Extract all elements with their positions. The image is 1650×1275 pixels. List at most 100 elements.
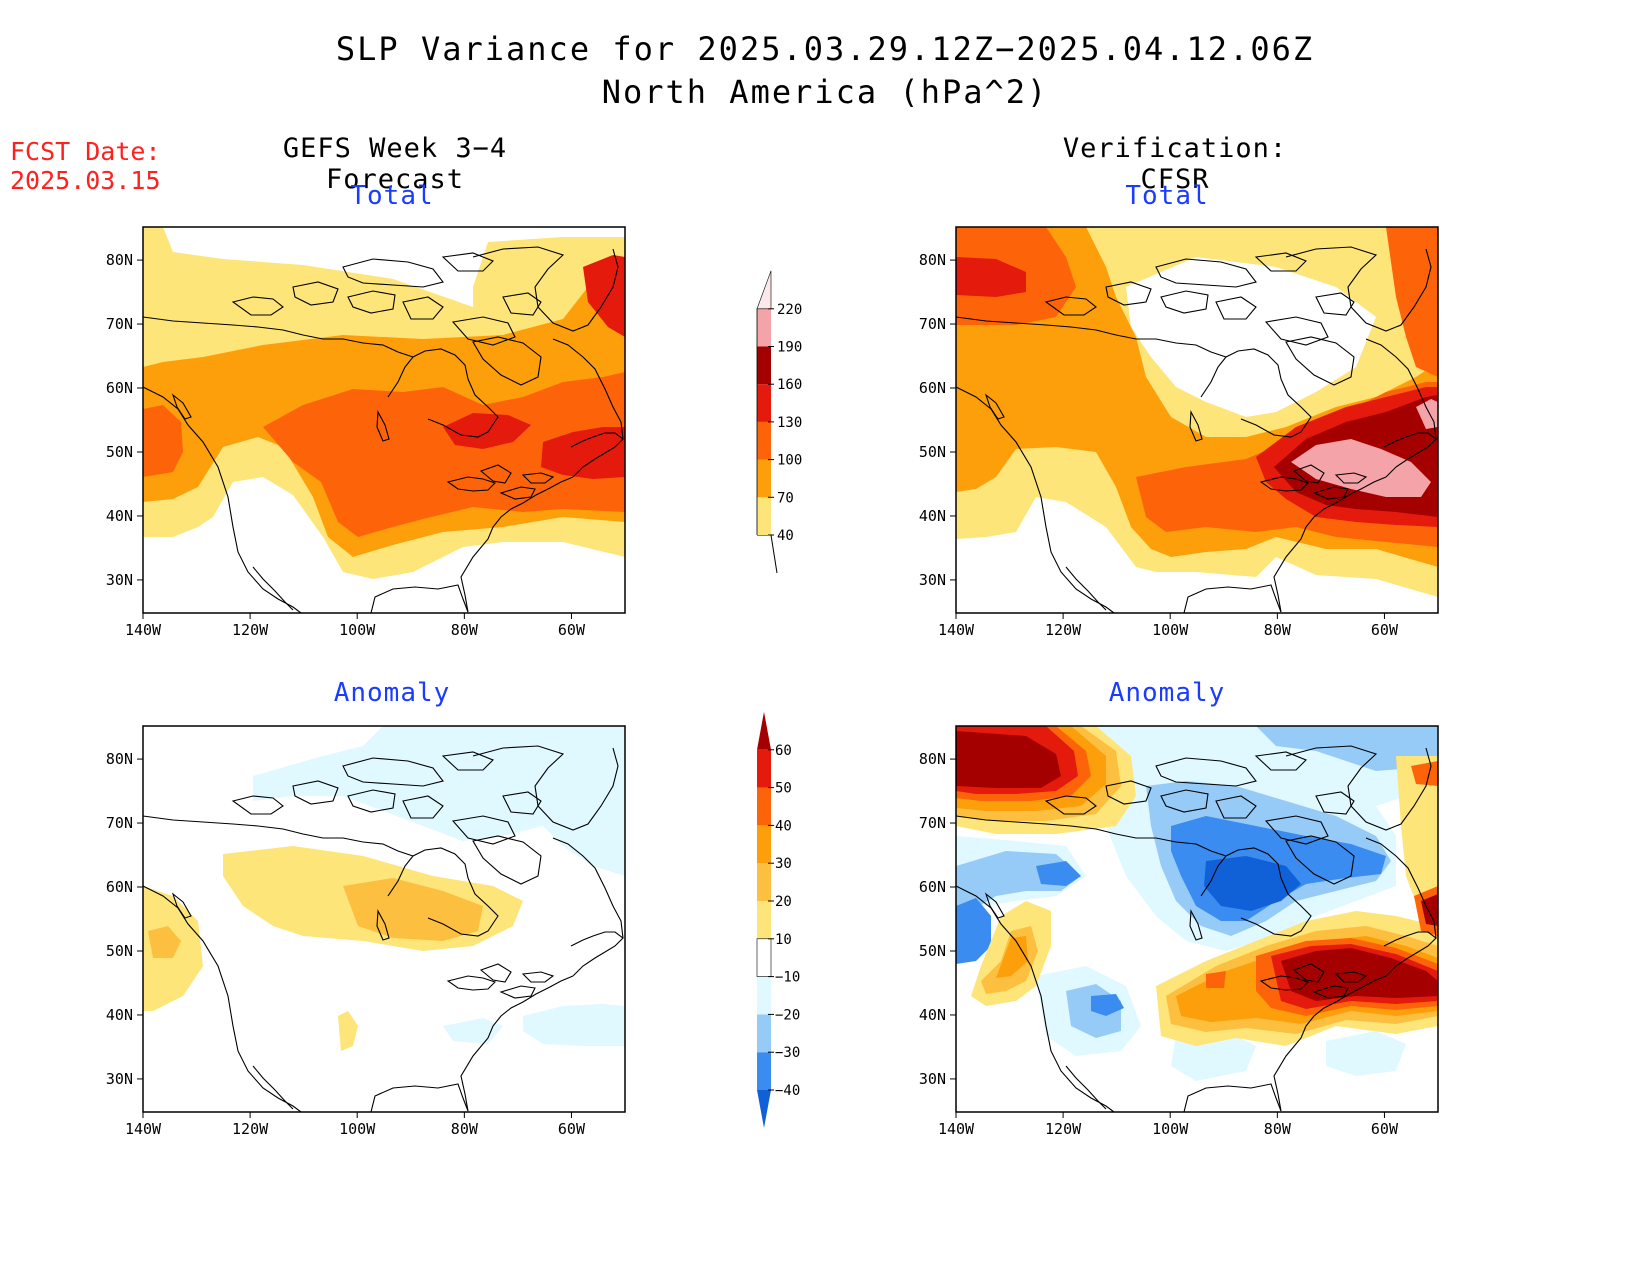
contour-40-70-hole xyxy=(1126,257,1376,417)
colorbar-anomaly-label: 40 xyxy=(775,818,792,834)
colorbar-total-box xyxy=(757,421,771,460)
lat-label: 40N xyxy=(919,1006,946,1024)
colorbar-anomaly-high-end xyxy=(757,711,771,750)
contour-neg20-neg30-ne xyxy=(1256,726,1438,771)
lat-label: 50N xyxy=(106,942,133,960)
fcst-date-label: FCST Date: xyxy=(10,137,161,166)
lon-label: 140W xyxy=(125,1120,162,1138)
colorbar-total-label: 130 xyxy=(777,415,802,431)
colorbar-total-label: 220 xyxy=(777,302,802,318)
colorbar-anomaly-box xyxy=(757,976,771,1015)
map-forecast-total xyxy=(142,226,626,614)
axis-frame-2: 140W 120W 100W 80W 60W 80N 70N 60N 50N 40N 30N xyxy=(106,750,586,1138)
colorbar-anomaly-label: 10 xyxy=(775,932,792,948)
contour-above-60-e xyxy=(1421,894,1438,926)
axis-frame-3: 140W 120W 100W 80W 60W 80N 70N 60N 50N 40N 30N xyxy=(919,750,1399,1138)
panel-title-verification-anomaly: Anomaly xyxy=(1108,678,1226,708)
lat-label: 70N xyxy=(919,315,946,333)
contour-30-40-west xyxy=(996,936,1028,978)
lon-label: 80W xyxy=(1264,1120,1292,1138)
contour-10-20-south xyxy=(338,1011,358,1051)
colorbar-anomaly-label: −20 xyxy=(775,1007,800,1023)
lon-label: 100W xyxy=(339,1120,376,1138)
lat-label: 60N xyxy=(106,878,133,896)
lon-label: 140W xyxy=(125,621,162,639)
lon-label: 80W xyxy=(1264,621,1292,639)
fcst-date-value: 2025.03.15 xyxy=(10,166,161,195)
colorbar-total-label: 70 xyxy=(777,490,794,506)
lon-label: 60W xyxy=(558,1120,586,1138)
lat-label: 30N xyxy=(106,1070,133,1088)
lon-label: 100W xyxy=(1152,1120,1189,1138)
colorbar-anomaly-low-end xyxy=(757,1090,771,1128)
fcst-date-block: FCST Date: 2025.03.15 xyxy=(10,137,161,195)
lat-label: 50N xyxy=(106,443,133,461)
colorbar-total: 40 70 100 130 160 190 220 xyxy=(756,270,802,574)
panel-title-verification-total: Total xyxy=(1125,181,1209,211)
colorbar-total-label: 190 xyxy=(777,340,802,356)
panel-title-forecast-total: Total xyxy=(350,181,434,211)
lon-label: 60W xyxy=(558,621,586,639)
contour-100-130-west xyxy=(143,405,183,477)
contour-above-60 xyxy=(956,731,1061,788)
contour-20-30 xyxy=(343,878,483,941)
colorbar-total-label: 100 xyxy=(777,453,802,469)
contour-130-160-ne xyxy=(583,255,625,337)
colorbar-anomaly-label: −40 xyxy=(775,1083,800,1099)
colorbar-anomaly-box xyxy=(757,825,771,864)
lat-label: 60N xyxy=(919,878,946,896)
colorbar-total-box xyxy=(757,497,771,535)
panel-title-forecast-anomaly: Anomaly xyxy=(333,678,451,708)
lat-label: 70N xyxy=(106,814,133,832)
colorbar-total-box xyxy=(757,308,771,347)
lon-label: 100W xyxy=(1152,621,1189,639)
lon-label: 140W xyxy=(938,1120,975,1138)
contour-neg30-neg40-sw xyxy=(1091,994,1124,1016)
contour-above-60-mid xyxy=(1281,948,1438,1001)
lon-label: 80W xyxy=(451,621,479,639)
lat-label: 60N xyxy=(106,379,133,397)
lat-label: 30N xyxy=(106,571,133,589)
lon-label: 80W xyxy=(451,1120,479,1138)
forecast-column-header: GEFS Week 3−4 Forecast xyxy=(282,133,508,195)
colorbar-anomaly-label: −10 xyxy=(775,970,800,986)
colorbar-anomaly-label: 60 xyxy=(775,743,792,759)
lat-label: 50N xyxy=(919,942,946,960)
colorbar-anomaly-box xyxy=(757,787,771,826)
contour-100-130-ne xyxy=(1386,227,1438,377)
contour-130-160-nw xyxy=(956,257,1026,297)
colorbar-total-high-end xyxy=(756,270,772,310)
lon-label: 120W xyxy=(232,1120,269,1138)
main-subtitle: North America (hPa^2) xyxy=(601,73,1049,111)
lon-label: 60W xyxy=(1371,1120,1399,1138)
lat-label: 30N xyxy=(919,571,946,589)
axis-frame-0: 140W 120W 100W 80W 60W 80N 70N 60N 50N 40N 30N xyxy=(106,251,586,639)
contour-40-50-w xyxy=(1206,971,1226,988)
contour-neg30-neg40-west xyxy=(956,898,991,964)
colorbar-anomaly-box xyxy=(757,863,771,901)
lon-label: 120W xyxy=(1045,621,1082,639)
contour-70-100-west xyxy=(956,367,1066,452)
contour-neg30-neg40-w2 xyxy=(1036,861,1081,886)
contour-190-220-ne xyxy=(1416,399,1438,429)
colorbar-anomaly-box xyxy=(757,1014,771,1053)
colorbar-anomaly-label: 30 xyxy=(775,856,792,872)
contour-neg40 xyxy=(1204,856,1301,911)
axis-frame-1: 140W 120W 100W 80W 60W 80N 70N 60N 50N 40N 30N xyxy=(919,251,1399,639)
lat-label: 50N xyxy=(919,443,946,461)
contour-20-30-west xyxy=(148,926,181,958)
verification-column-header: Verification: CFSR xyxy=(1062,133,1288,195)
colorbar-total-box xyxy=(757,459,771,498)
lat-label: 70N xyxy=(919,814,946,832)
lon-label: 120W xyxy=(232,621,269,639)
contour-neg10-neg20-east xyxy=(523,1004,625,1046)
colorbar-total-box xyxy=(757,384,771,422)
colorbar-total-label: 160 xyxy=(777,377,802,393)
lat-label: 70N xyxy=(106,315,133,333)
contour-neg10-neg20 xyxy=(253,726,625,876)
lon-label: 140W xyxy=(938,621,975,639)
colorbar-anomaly-box xyxy=(757,749,771,788)
contour-130-160-east xyxy=(541,427,625,479)
colorbar-anomaly-label: 20 xyxy=(775,894,792,910)
colorbar-total-label: 40 xyxy=(777,528,794,544)
